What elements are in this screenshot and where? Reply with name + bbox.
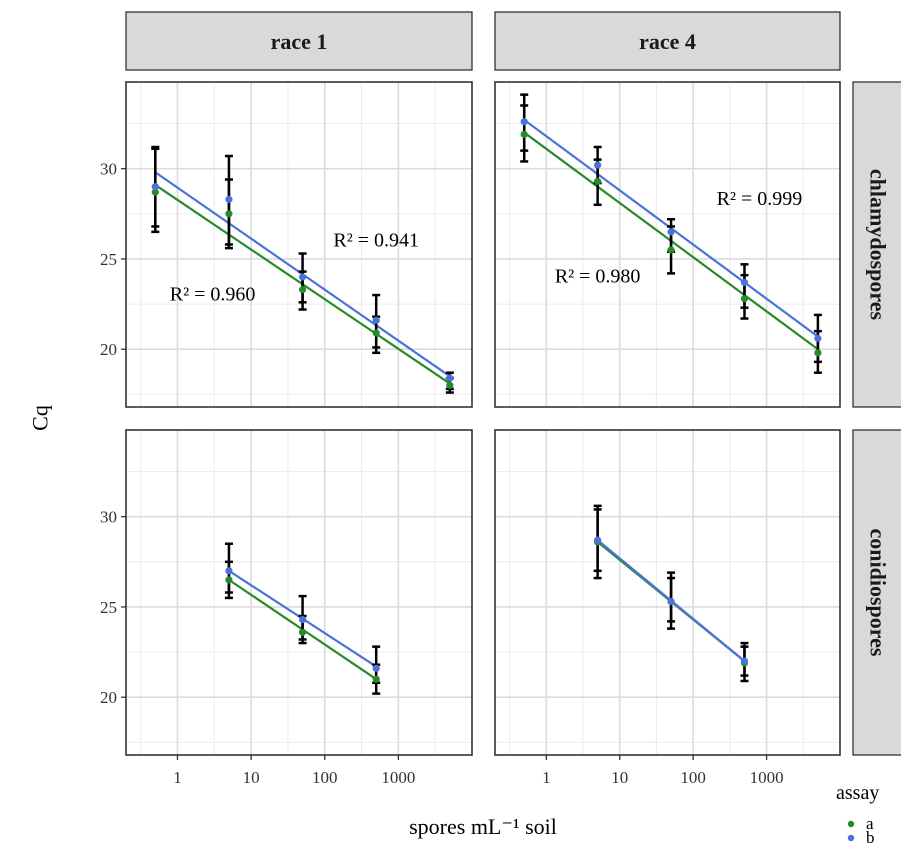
r-squared-annotation: R² = 0.980: [555, 265, 641, 287]
data-point-a: [298, 628, 307, 636]
data-point-b: [298, 273, 307, 281]
data-point-a: [225, 210, 233, 218]
x-tick-label: 100: [312, 768, 338, 787]
data-point-b: [740, 278, 749, 287]
data-point-b: [740, 657, 749, 665]
gridlines: [126, 430, 472, 755]
r-squared-annotation: R² = 0.960: [170, 283, 256, 305]
data-point-a: [372, 329, 380, 337]
data-point-a: [225, 576, 233, 584]
column-strip: [125, 11, 473, 71]
panel-border: [494, 81, 841, 408]
data-point-a: [446, 381, 454, 389]
data-point-b: [667, 597, 675, 606]
data-point-a: [298, 286, 307, 294]
panel-background: [126, 430, 472, 755]
row-strip: [852, 429, 901, 756]
legend-label: b: [866, 828, 875, 847]
data-point-a: [740, 295, 749, 303]
data-point-b: [520, 118, 528, 126]
facet-panel-chlamydospores-race 4: R² = 0.999 R² = 0.980: [494, 81, 841, 408]
y-tick-label: 20: [100, 340, 117, 359]
x-tick-label: 1000: [381, 768, 415, 787]
panel-background: [495, 430, 840, 755]
legend-key-b: [847, 834, 855, 842]
data-point-b: [667, 228, 675, 236]
data-point-b: [225, 567, 233, 575]
x-tick-label: 10: [243, 768, 260, 787]
data-point-b: [225, 195, 233, 203]
data-layer: [520, 93, 822, 374]
y-axis-title: Cq: [28, 405, 53, 431]
facet-panel-conidiospores-race 1: [125, 429, 473, 756]
r-squared-annotation: R² = 0.941: [333, 229, 419, 251]
data-point-b: [814, 334, 822, 342]
data-point-b: [594, 161, 602, 169]
x-tick-label: 1: [173, 768, 182, 787]
row-strip: [852, 81, 901, 408]
y-tick-label: 25: [100, 598, 117, 617]
column-strip-label: race 1: [271, 29, 328, 54]
data-layer: [151, 145, 454, 394]
data-point-a: [151, 188, 159, 196]
data-point-b: [372, 664, 380, 672]
panel-border: [125, 81, 473, 408]
x-tick-label: 1000: [750, 768, 784, 787]
gridlines: [495, 430, 840, 755]
data-point-a: [594, 177, 602, 185]
y-tick-label: 30: [100, 508, 117, 527]
x-tick-label: 10: [611, 768, 628, 787]
x-tick-label: 1: [542, 768, 551, 787]
legend-label: a: [866, 814, 874, 833]
data-layer: [593, 504, 749, 683]
y-tick-label: 25: [100, 250, 117, 269]
data-layer: [224, 542, 381, 695]
row-strip-label: conidiospores: [866, 529, 891, 657]
data-point-a: [814, 349, 822, 357]
data-point-b: [446, 374, 454, 382]
legend-title: assay: [836, 782, 879, 804]
data-point-a: [520, 130, 528, 138]
y-tick-label: 30: [100, 160, 117, 179]
x-tick-label: 100: [680, 768, 706, 787]
data-point-b: [594, 536, 602, 544]
panel-border: [494, 429, 841, 756]
x-axis-title: spores mL⁻¹ soil: [409, 814, 557, 839]
r-squared-annotation: R² = 0.999: [717, 188, 803, 210]
legend-key-a: [847, 820, 855, 828]
panel-background: [495, 82, 840, 407]
data-point-a: [372, 675, 380, 683]
column-strip: [494, 11, 841, 71]
data-point-b: [151, 183, 159, 191]
gridlines: [126, 82, 472, 407]
facet-panel-chlamydospores-race 1: R² = 0.941 R² = 0.960: [125, 81, 473, 408]
data-point-a: [667, 246, 675, 254]
row-strip-label: chlamydospores: [866, 169, 891, 321]
column-strip-label: race 4: [639, 29, 696, 54]
y-tick-label: 20: [100, 688, 117, 707]
panel-border: [125, 429, 473, 756]
data-point-b: [372, 316, 380, 324]
facet-panel-conidiospores-race 4: [494, 429, 841, 756]
data-point-b: [298, 615, 307, 624]
